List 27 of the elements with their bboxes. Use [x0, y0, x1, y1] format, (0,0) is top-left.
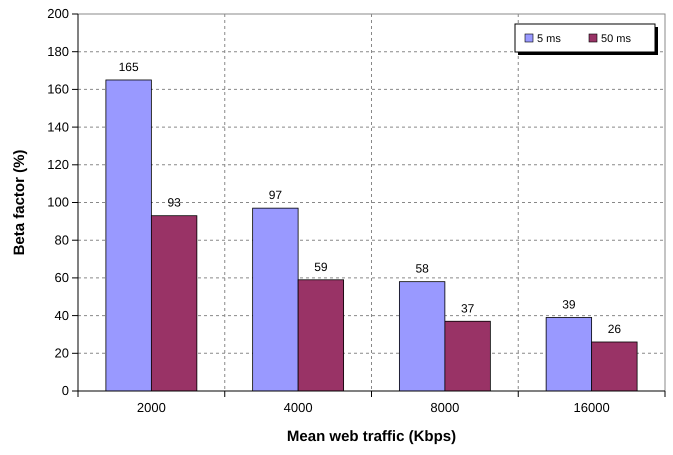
- y-tick-label: 100: [47, 194, 69, 210]
- data-label: 165: [118, 60, 139, 74]
- x-tick-label: 4000: [284, 400, 313, 416]
- legend-label: 5 ms: [537, 33, 562, 45]
- y-tick-label: 0: [62, 383, 69, 398]
- x-tick-label: 16000: [574, 400, 610, 416]
- legend-label: 50 ms: [601, 33, 632, 45]
- data-label: 97: [268, 188, 282, 202]
- data-label: 26: [608, 322, 622, 336]
- y-tick-label: 160: [47, 82, 69, 97]
- y-tick-label: 80: [54, 232, 69, 248]
- y-tick-label: 20: [54, 345, 69, 360]
- y-tick-label: 40: [54, 308, 69, 323]
- x-tick-label: 2000: [136, 400, 166, 416]
- y-tick-label: 120: [47, 156, 69, 172]
- x-axis-title: Mean web traffic (Kbps): [286, 428, 456, 445]
- data-label: 39: [562, 297, 576, 312]
- data-label: 93: [167, 196, 182, 210]
- y-tick-label: 200: [47, 6, 69, 22]
- data-label: 59: [314, 260, 328, 274]
- y-axis-title: Beta factor (%): [11, 150, 28, 256]
- y-tick-label: 180: [47, 44, 69, 59]
- y-tick-label: 60: [54, 270, 69, 286]
- data-label: 58: [415, 262, 430, 276]
- data-label: 37: [460, 301, 475, 316]
- y-tick-label: 140: [47, 119, 69, 134]
- x-tick-label: 8000: [430, 400, 460, 416]
